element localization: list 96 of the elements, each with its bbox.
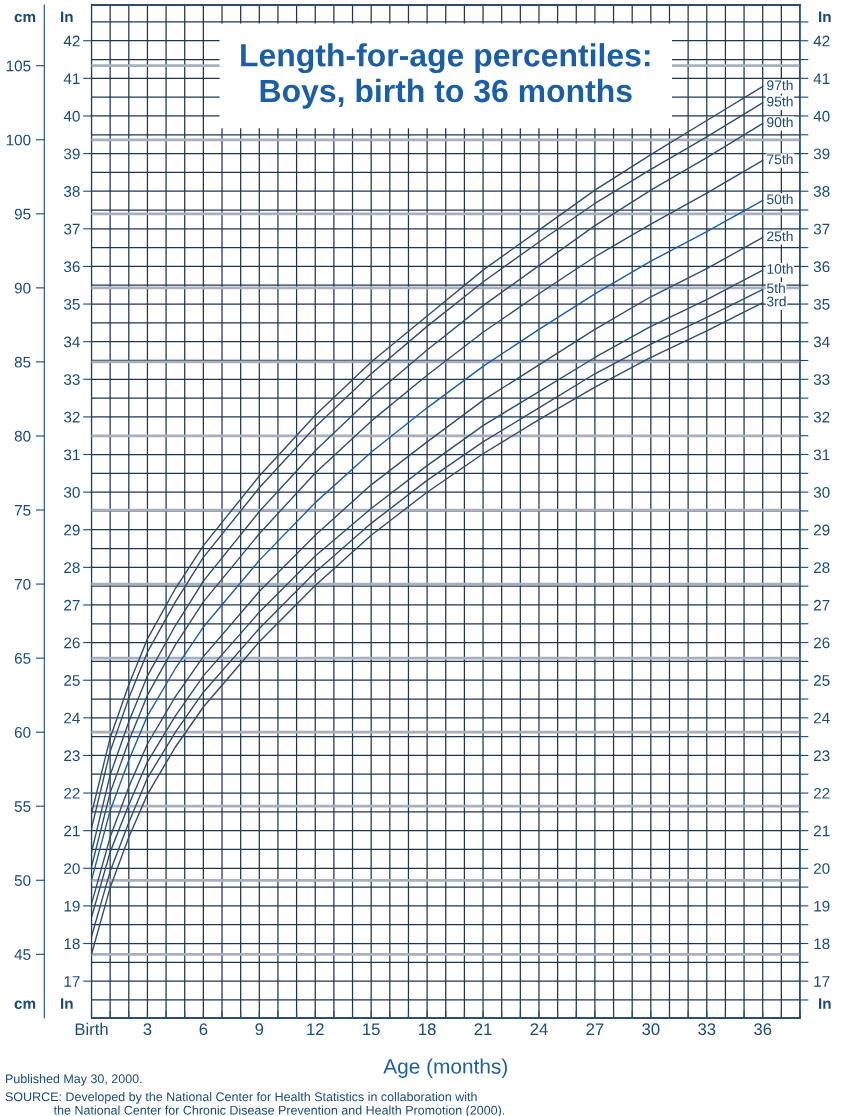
y2-tick-label: 32 (63, 411, 80, 423)
y3-tick-label: 33 (813, 374, 830, 385)
y3-tick-label: 34 (813, 336, 830, 348)
x-tick-label: 6 (199, 1023, 208, 1036)
y3-tick-label: 24 (813, 712, 830, 724)
y-axis-title: cm (14, 13, 36, 23)
y2-tick-label: 21 (64, 825, 80, 837)
text: In (61, 998, 73, 1009)
y-tick-label: 50 (14, 875, 31, 886)
y3-tick-label: 41 (813, 73, 830, 84)
y2-tick-label: 33 (63, 374, 80, 385)
y3-tick-label: 35 (813, 298, 830, 310)
series-label: 97th (767, 79, 793, 91)
y2-tick-label: 36 (63, 261, 80, 273)
y2-tick-label: 42 (63, 35, 80, 47)
y-tick-label: 80 (14, 430, 31, 442)
y3-tick-label: 37 (813, 223, 830, 235)
y3-tick-label: 18 (814, 938, 830, 950)
series-label: 5th (767, 282, 785, 294)
x-tick-label: 21 (474, 1023, 492, 1035)
text: Published May 30, 2000. (6, 1074, 142, 1086)
y3-tick-label: 22 (813, 787, 830, 799)
y2-tick-label: 18 (64, 938, 80, 950)
y3-tick-label: 28 (813, 562, 830, 574)
x-tick-label: 33 (698, 1023, 716, 1036)
series-label: 25th (767, 231, 793, 242)
y-tick-label: 85 (14, 356, 31, 368)
y3-tick-label: 32 (813, 411, 830, 423)
series-label: 50th (767, 194, 793, 205)
y3-tick-label: 27 (813, 599, 830, 611)
y3-tick-label: 25 (813, 675, 830, 686)
y-tick-label: 65 (14, 652, 31, 664)
x-axis-title: Age (months) (383, 1058, 507, 1078)
y2-tick-label: 35 (63, 298, 80, 310)
x-tick-label: Birth (75, 1022, 108, 1036)
y2-tick-label: 27 (64, 599, 80, 611)
series-label: 10th (767, 263, 793, 274)
y2-tick-label: 26 (64, 637, 80, 649)
y2-tick-label: 41 (63, 73, 80, 84)
y2-tick-label: 30 (63, 487, 80, 498)
y3-tick-label: 21 (813, 825, 830, 837)
y3-tick-label: 23 (813, 750, 830, 762)
y3-tick-label: 26 (813, 637, 830, 649)
y2-tick-label: 37 (63, 223, 80, 235)
y3-tick-label: 20 (813, 863, 830, 874)
y2-tick-label: 28 (64, 562, 80, 574)
x-tick-label: 27 (586, 1023, 604, 1035)
y2-tick-label: 19 (64, 900, 80, 912)
y3-tick-label: 29 (813, 524, 830, 536)
text: Length-for-age percentiles: Boys, birth to 36 months (241, 43, 650, 109)
y2-tick-label: 20 (64, 863, 80, 874)
y2-tick-label: 24 (64, 712, 80, 724)
y2-tick-label: 25 (64, 675, 80, 686)
y3-tick-label: 39 (813, 148, 830, 160)
series-label: 3rd (766, 296, 786, 307)
y3-tick-label: 30 (813, 487, 830, 498)
y2-tick-label: 29 (64, 524, 80, 536)
y2-tick-label: 23 (64, 750, 80, 762)
text: cm (14, 1000, 36, 1009)
x-tick-label: 18 (419, 1023, 436, 1036)
y2-tick-label: 22 (64, 787, 80, 799)
y-tick-label: 75 (14, 505, 31, 516)
y-tick-label: 45 (14, 949, 31, 960)
y3-tick-label: 19 (814, 900, 830, 912)
x-tick-label: 15 (363, 1023, 380, 1036)
x-tick-label: 24 (530, 1023, 548, 1035)
y3-tick-label: 38 (813, 186, 830, 197)
series-label: 95th (767, 96, 793, 107)
text: In (819, 998, 831, 1009)
y3-tick-label: 17 (814, 976, 830, 987)
y2-tick-label: 17 (64, 976, 80, 987)
y3-tick-label: 31 (813, 449, 830, 461)
x-tick-label: 30 (642, 1023, 660, 1036)
x-tick-label: 3 (143, 1023, 152, 1036)
y-tick-label: 55 (14, 801, 31, 812)
x-tick-label: 9 (255, 1023, 264, 1036)
y3-tick-label: 36 (813, 261, 830, 273)
y-tick-label: 105 (6, 60, 31, 72)
x-tick-label: 12 (307, 1023, 324, 1035)
y-tick-label: 100 (6, 134, 31, 146)
y2-axis-title: In (819, 11, 831, 23)
y3-tick-label: 42 (813, 35, 830, 47)
y2-tick-label: 40 (63, 110, 80, 122)
y-tick-label: 70 (14, 578, 31, 590)
y-tick-label: 95 (14, 208, 31, 220)
y2-tick-label: 34 (63, 336, 80, 348)
y2-tick-label: 38 (63, 186, 80, 197)
y-tick-label: 90 (14, 282, 31, 294)
series-label: 90th (767, 117, 793, 128)
x-tick-label: 36 (754, 1023, 772, 1036)
y2-tick-label: 39 (63, 148, 80, 160)
y-tick-label: 60 (14, 727, 31, 738)
y3-axis-title: In (61, 11, 73, 23)
series-label: 75th (767, 154, 793, 165)
y3-tick-label: 40 (813, 110, 830, 122)
y2-tick-label: 31 (63, 449, 80, 461)
